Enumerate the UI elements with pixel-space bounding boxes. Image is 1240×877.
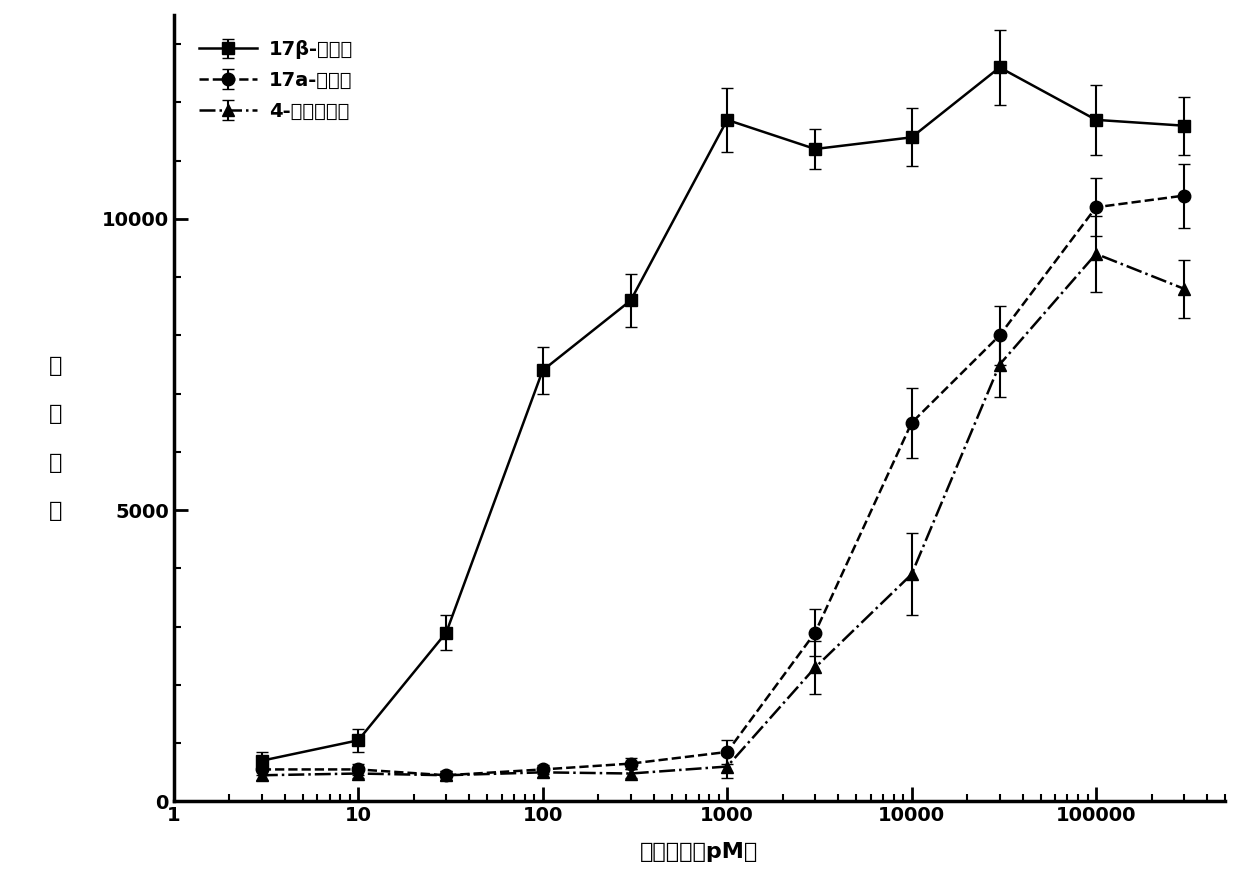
X-axis label: 底物浓度（pM）: 底物浓度（pM）	[640, 842, 759, 862]
Text: 强: 强	[50, 453, 62, 473]
Text: 荧: 荧	[50, 356, 62, 376]
Legend: 17β-雌二醇, 17a-雌二醇, 4-辟基雌二醇: 17β-雌二醇, 17a-雌二醇, 4-辟基雌二醇	[184, 25, 368, 136]
Text: 光: 光	[50, 404, 62, 424]
Text: 度: 度	[50, 501, 62, 521]
